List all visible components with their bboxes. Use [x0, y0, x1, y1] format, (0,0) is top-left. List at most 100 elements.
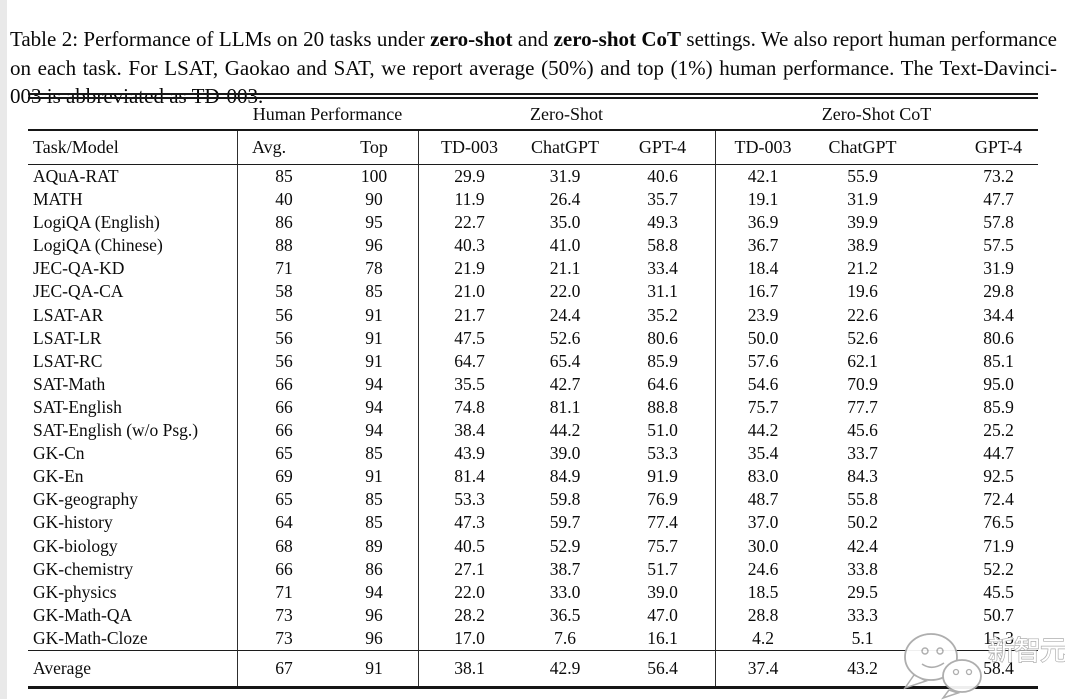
score-cell: 19.1 [715, 188, 810, 212]
score-cell: 7.6 [554, 627, 576, 648]
score-cell: 66 [237, 557, 330, 581]
group-header-zero-shot: Zero-Shot [418, 99, 716, 131]
task-name-cell: GK-Math-Cloze [33, 627, 148, 648]
score-cell: 40.5 [418, 534, 520, 558]
task-name-cell: GK-Cn [33, 443, 85, 464]
score-cell: 52.6 [847, 327, 878, 348]
score-cell: 91 [365, 466, 383, 487]
table-row: LogiQA (Chinese) 88 96 40.3 41.0 58.8 36.7 38.9… [28, 234, 1038, 258]
average-value-cell: 42.9 [520, 649, 611, 686]
score-cell: 85 [365, 489, 383, 510]
score-cell: 33.7 [847, 443, 878, 464]
score-cell: 55.8 [847, 489, 878, 510]
score-cell: 83.0 [715, 465, 810, 489]
score-cell: 22.0 [418, 580, 520, 604]
score-cell: 47.0 [647, 604, 678, 625]
score-cell: 65 [237, 442, 330, 466]
score-cell: 71 [237, 580, 330, 604]
table-row: AQuA-RAT 85 100 29.9 31.9 40.6 42.1 55.9 73.2 [28, 165, 1038, 189]
score-cell: 42.7 [549, 373, 581, 394]
score-cell: 66 [237, 419, 330, 443]
score-cell: 35.2 [647, 304, 678, 325]
score-cell: 91 [365, 350, 383, 371]
score-cell: 74.8 [418, 395, 520, 420]
score-cell: 44.2 [715, 419, 810, 443]
table-row: GK-history 64 85 47.3 59.7 77.4 37.0 50.2 76.5 [28, 511, 1038, 535]
score-cell: 58 [237, 280, 330, 304]
score-cell: 96 [365, 627, 383, 648]
caption-bold-zero-shot: zero-shot [430, 27, 513, 51]
score-cell: 76.5 [983, 512, 1014, 533]
average-value-cell: 58.4 [915, 649, 1039, 686]
score-cell: 31.9 [549, 166, 581, 186]
average-value-cell: 37.4 [715, 649, 811, 686]
score-cell: 33.3 [847, 604, 878, 625]
score-cell: 78 [365, 258, 383, 279]
col-header-avg: Avg. [237, 131, 330, 165]
group-header-row: Human Performance Zero-Shot Zero-Shot Co… [28, 99, 1039, 131]
score-cell: 96 [365, 235, 383, 256]
table-row: LSAT-LR 56 91 47.5 52.6 80.6 50.0 52.6 80.6 [28, 326, 1038, 350]
col-header-task-model: Task/Model [28, 131, 237, 165]
task-name-cell: GK-chemistry [33, 558, 134, 579]
score-cell: 17.0 [418, 626, 520, 650]
task-name-cell: SAT-English [33, 396, 122, 417]
score-cell: 85 [365, 443, 383, 464]
score-cell: 85.9 [983, 396, 1014, 417]
task-name-cell: LogiQA (English) [33, 212, 160, 233]
score-cell: 45.6 [847, 420, 878, 441]
task-name-cell: JEC-QA-KD [33, 258, 125, 279]
score-cell: 53.3 [418, 488, 520, 512]
score-cell: 42.1 [715, 165, 810, 189]
score-cell: 64 [237, 511, 330, 535]
score-cell: 28.8 [715, 603, 810, 627]
score-cell: 40 [237, 188, 330, 212]
score-cell: 94 [365, 373, 383, 394]
score-cell: 47.3 [418, 511, 520, 535]
score-cell: 29.8 [983, 281, 1014, 302]
caption-text-2: and [512, 27, 554, 51]
score-cell: 65.4 [549, 350, 581, 371]
results-table: Human Performance Zero-Shot Zero-Shot Co… [28, 93, 1039, 689]
score-cell: 47.5 [418, 326, 520, 350]
score-cell: 77.4 [647, 512, 678, 533]
average-value-cell: 67 [237, 649, 330, 686]
col-header-gpt4-zeroshot: GPT-4 [610, 131, 716, 165]
table-body: AQuA-RAT 85 100 29.9 31.9 40.6 42.1 55.9 73.2 MAT… [28, 165, 1038, 650]
score-cell: 26.4 [549, 189, 581, 210]
score-cell: 15.3 [983, 627, 1014, 648]
score-cell: 72.4 [983, 489, 1014, 510]
score-cell: 18.4 [715, 257, 810, 281]
table-row: GK-physics 71 94 22.0 33.0 39.0 18.5 29.5 45.5 [28, 580, 1038, 604]
table-caption: Table 2: Performance of LLMs on 20 tasks… [10, 25, 1057, 111]
table-row: GK-Cn 65 85 43.9 39.0 53.3 35.4 33.7 44.7 [28, 442, 1038, 466]
task-name-cell: SAT-English (w/o Psg.) [33, 420, 199, 441]
score-cell: 35.7 [647, 189, 678, 210]
score-cell: 11.9 [418, 188, 520, 212]
score-cell: 51.0 [647, 420, 678, 441]
average-value-cell: 43.2 [810, 649, 916, 686]
score-cell: 34.4 [983, 304, 1014, 325]
score-cell: 31.9 [983, 258, 1014, 279]
score-cell: 27.1 [418, 557, 520, 581]
score-cell: 90 [365, 189, 383, 210]
score-cell: 33.0 [549, 581, 581, 602]
score-cell: 36.9 [715, 211, 810, 235]
score-cell: 22.6 [847, 304, 878, 325]
score-cell: 81.1 [549, 396, 581, 417]
col-header-td003-cot: TD-003 [715, 131, 811, 165]
task-name-cell: GK-history [33, 512, 113, 533]
table-row: SAT-English 66 94 74.8 81.1 88.8 75.7 77.7 85.9 [28, 395, 1038, 420]
score-cell: 50.7 [983, 604, 1014, 625]
table-row: SAT-Math 66 94 35.5 42.7 64.6 54.6 70.9 95.0 [28, 372, 1038, 396]
score-cell: 65 [237, 488, 330, 512]
score-cell: 84.3 [847, 466, 878, 487]
score-cell: 66 [237, 395, 330, 420]
table-row: GK-biology 68 89 40.5 52.9 75.7 30.0 42.4 71.9 [28, 534, 1038, 558]
col-header-chatgpt-cot: ChatGPT [810, 131, 916, 165]
score-cell: 45.5 [983, 581, 1014, 602]
score-cell: 91.9 [647, 466, 678, 487]
score-cell: 47.7 [983, 189, 1014, 210]
score-cell: 53.3 [647, 443, 678, 464]
col-header-top: Top [330, 131, 419, 165]
